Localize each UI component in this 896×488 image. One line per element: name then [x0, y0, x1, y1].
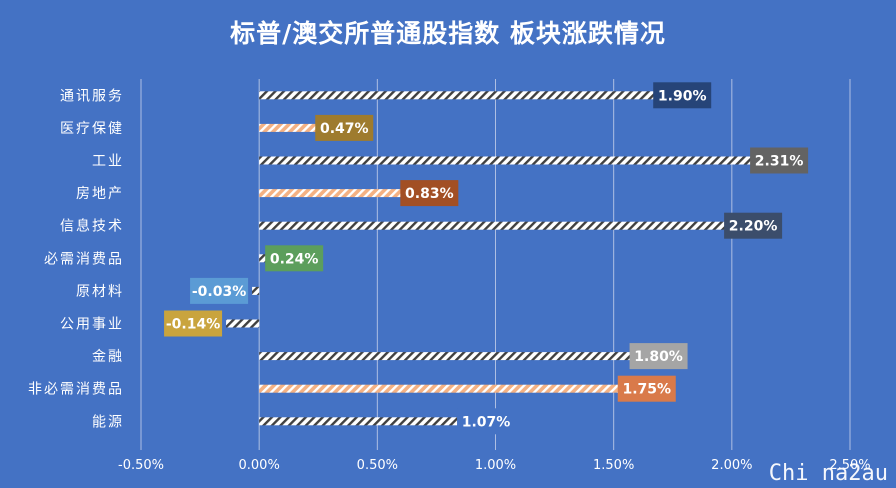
- data-label-box: [617, 375, 676, 402]
- category-label: 医疗保健: [60, 121, 124, 137]
- data-label: 2.20%: [729, 219, 778, 235]
- bar: [259, 91, 709, 100]
- category-label: 原材料: [76, 284, 124, 300]
- data-label-box: [750, 147, 809, 174]
- x-tick-label: 1.00%: [475, 458, 516, 473]
- category-label: 信息技术: [60, 218, 124, 235]
- data-label-box: [315, 114, 374, 141]
- data-label-box: [653, 82, 712, 109]
- category-label: 公用事业: [60, 317, 124, 333]
- data-label: 1.80%: [634, 349, 683, 365]
- category-label: 通讯服务: [60, 88, 124, 104]
- bar: [226, 319, 260, 328]
- data-label: 1.75%: [622, 382, 671, 398]
- bar: [252, 286, 260, 295]
- data-label: 0.24%: [270, 251, 319, 267]
- x-tick-label: 0.50%: [357, 458, 398, 473]
- bar: [259, 352, 685, 361]
- bar: [259, 384, 673, 393]
- category-label: 金融: [92, 349, 124, 365]
- x-tick-label: 2.50%: [829, 458, 870, 473]
- data-label-box: [457, 408, 516, 435]
- grid-layer: [140, 79, 851, 450]
- x-tick-label: 1.50%: [593, 458, 634, 473]
- x-tick-label: -0.50%: [118, 458, 164, 473]
- chart-title: 标普/澳交所普通股指数 板块涨跌情况: [230, 19, 666, 48]
- data-label-box: [724, 212, 783, 239]
- bar: [259, 189, 456, 198]
- bar: [259, 123, 371, 132]
- category-label: 工业: [92, 154, 124, 170]
- bar: [259, 221, 780, 230]
- data-label: -0.03%: [192, 284, 246, 300]
- data-label: 2.31%: [755, 154, 804, 170]
- bar: [259, 417, 513, 426]
- bar: [259, 156, 806, 165]
- category-label: 必需消费品: [44, 251, 124, 267]
- watermark: Chi na2au: [768, 461, 888, 486]
- data-label-box: [400, 180, 459, 207]
- x-tick-label: 2.00%: [711, 458, 752, 473]
- data-label: -0.14%: [166, 317, 220, 333]
- data-label: 0.47%: [320, 121, 369, 137]
- category-label: 房地产: [76, 186, 124, 202]
- label-layer: 1.90% 0.47% 2.31% 0.83% 2.20% 0.24% -0.03% -0.1…: [164, 82, 809, 435]
- category-label: 能源: [92, 414, 124, 430]
- data-label-box: [190, 277, 249, 304]
- data-label: 1.90%: [658, 88, 707, 104]
- x-tick-label: 0.00%: [239, 458, 280, 473]
- data-label: 1.07%: [462, 414, 511, 430]
- data-label-box: [164, 310, 223, 337]
- axis-layer: -0.50% 0.00% 0.50% 1.00% 1.50% 2.00% 2.50% 通讯服务…: [28, 88, 871, 473]
- data-label-box: [629, 343, 688, 370]
- category-label: 非必需消费品: [28, 382, 124, 398]
- data-label-box: [265, 245, 324, 272]
- data-label: 0.83%: [405, 186, 454, 202]
